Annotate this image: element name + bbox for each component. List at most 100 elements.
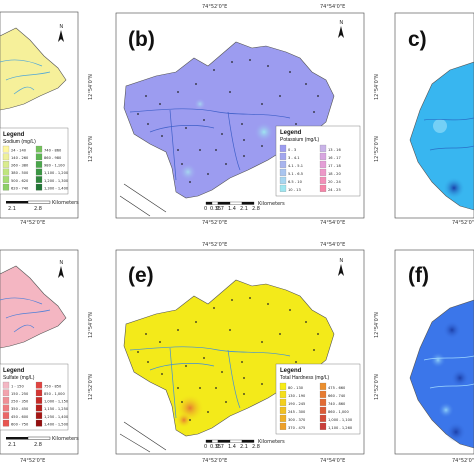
legend-b: Legend Potassium (mg/L) 0 - 3 3 - 4.1 4.1 … [275,125,361,197]
svg-text:74°52'0"E: 74°52'0"E [202,458,227,464]
sample-point [231,299,233,301]
legend-d: Legend Sulfate (mg/L) 1 - 150 150 - 250 25… [0,363,69,431]
sample-point [243,139,245,141]
legend-swatch [319,168,327,176]
sample-point [243,393,245,395]
sample-point [279,95,281,97]
sample-point [241,123,243,125]
legend-swatch [35,153,43,161]
legend-swatch [2,389,10,397]
sample-point [215,387,217,389]
legend-e-title: Legend [280,368,302,374]
scale-tick-label: 2.1 [240,206,248,212]
legend-b-title: Legend [280,130,302,136]
svg-text:74°52'0"E: 74°52'0"E [452,458,474,464]
sample-point [267,65,269,67]
legend-class-label: 370 - 475 [288,426,305,430]
legend-class-label: 5.1 - 6.5 [288,172,303,176]
sample-point [199,387,201,389]
scale-tick-label: 0 [204,206,207,212]
svg-text:2.8: 2.8 [34,206,42,212]
sample-point [229,329,231,331]
legend-swatch [279,144,287,152]
sample-point [215,149,217,151]
legend-b-items: 0 - 3 3 - 4.1 4.1 - 5.1 5.1 - 6.5 6.5 - 10 10… [279,144,341,192]
legend-swatch [35,412,43,419]
scalebar-d: 2.1 2.8 Kilometers [6,436,79,448]
svg-text:74°52'0"E: 74°52'0"E [20,220,45,226]
legend-swatch [2,161,10,168]
legend-swatch [319,176,327,184]
svg-text:N: N [340,258,344,264]
panel-c-region [409,61,474,211]
panel-a: N Legend Sodium (mg/L) 24 - 140 140 - 260… [0,11,79,226]
sample-point [249,297,251,299]
svg-text:74°54'0"E: 74°54'0"E [320,458,345,464]
svg-text:12°52'0"N: 12°52'0"N [374,136,380,162]
svg-text:12°52'0"N: 12°52'0"N [88,374,94,400]
legend-swatch [319,382,327,390]
svg-text:12°54'0"N: 12°54'0"N [374,312,380,338]
legend-class-label: 980 - 1,100 [44,164,65,168]
sample-point [189,181,191,183]
sample-point [305,83,307,85]
sample-point [261,103,263,105]
panel-c: c) 74°52'0"E [394,12,474,226]
legend-swatch [319,152,327,160]
sample-point [181,401,183,403]
sample-point [181,163,183,165]
legend-swatch [279,160,287,168]
legend-class-label: 250 - 350 [11,400,29,404]
sample-point [243,155,245,157]
legend-class-label: 4.1 - 5.1 [288,164,303,168]
panel-e: 74°52'0"E 74°54'0"E (e) N Legend Total H… [115,242,365,464]
legend-swatch [2,419,10,427]
legend-swatch [35,419,43,427]
legend-class-label: 450 - 600 [11,415,29,419]
panel-b-label: (b) [128,28,155,51]
svg-text:74°54'0"E: 74°54'0"E [320,242,345,248]
north-arrow-b: N [338,20,344,38]
scale-tick-label: 2.8 [252,206,260,212]
sample-point [213,69,215,71]
legend-swatch [35,397,43,404]
sample-point [203,357,205,359]
legend-a-title: Legend [3,132,25,138]
legend-swatch [319,414,327,422]
legend-swatch [35,161,43,168]
legend-swatch [35,176,43,183]
legend-swatch [279,382,287,390]
scalebar-a: 2.1 2.8 Kilometers [6,200,79,212]
legend-class-label: 1,250 - 1,400 [44,415,69,419]
scale-segment [211,439,219,443]
legend-swatch [2,145,10,153]
sample-point [231,61,233,63]
svg-text:74°52'0"E: 74°52'0"E [20,458,45,464]
sample-point [295,361,297,363]
sample-point [195,321,197,323]
legend-class-label: 300 - 370 [288,418,306,422]
sample-point [203,119,205,121]
legend-class-label: 260 - 380 [11,164,29,168]
legend-swatch [319,144,327,152]
legend-class-label: 24 - 140 [11,148,27,152]
legend-swatch [279,152,287,160]
svg-text:12°54'0"N: 12°54'0"N [374,74,380,100]
sample-point [177,149,179,151]
legend-class-label: 80 - 130 [288,386,304,390]
sample-point [225,163,227,165]
panel-b-points [137,59,319,183]
sample-point [213,307,215,309]
scale-tick-label: 1.4 [228,206,236,212]
legend-class-label: 3 - 4.1 [288,156,300,160]
north-arrow-e: N [338,258,344,276]
legend-class-label: 10 - 13 [288,188,301,192]
legend-swatch [2,381,10,389]
legend-class-label: 620 - 740 [11,186,29,190]
svg-text:2.1: 2.1 [8,442,16,448]
legend-class-label: 660 - 740 [328,394,346,398]
legend-swatch [279,398,287,406]
legend-class-label: 860 - 980 [44,156,62,160]
sample-point [313,349,315,351]
scale-tick-label: 0.35 [210,444,221,450]
